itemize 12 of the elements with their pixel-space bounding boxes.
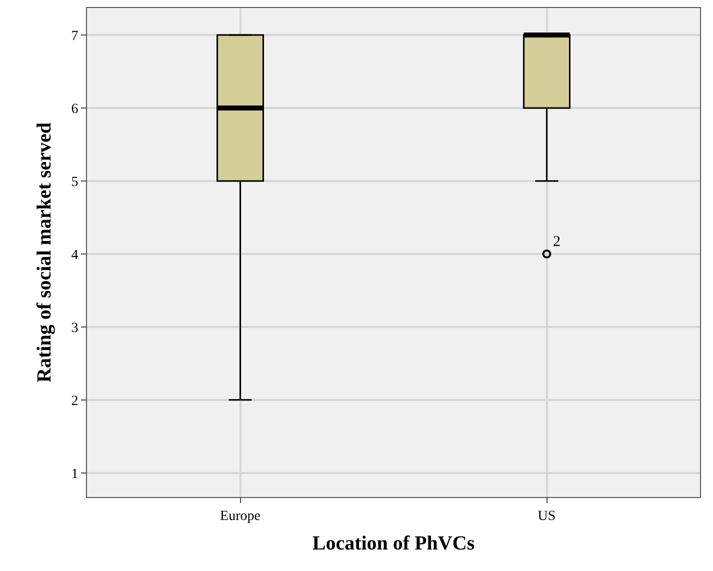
x-tick-label: US [538,508,556,524]
y-axis-title: Rating of social market served [34,122,56,382]
y-tick-label: 1 [71,466,78,482]
x-axis-title: Location of PhVCs [312,532,475,554]
y-tick-label: 7 [71,28,78,44]
annotation: 2 [553,234,560,250]
y-tick-label: 4 [71,248,78,263]
x-tick-label: Europe [220,508,260,524]
y-tick-label: 3 [71,320,78,336]
y-tick-label: 2 [71,394,78,409]
y-tick-label: 6 [71,102,78,117]
y-tick-label: 5 [71,174,78,190]
